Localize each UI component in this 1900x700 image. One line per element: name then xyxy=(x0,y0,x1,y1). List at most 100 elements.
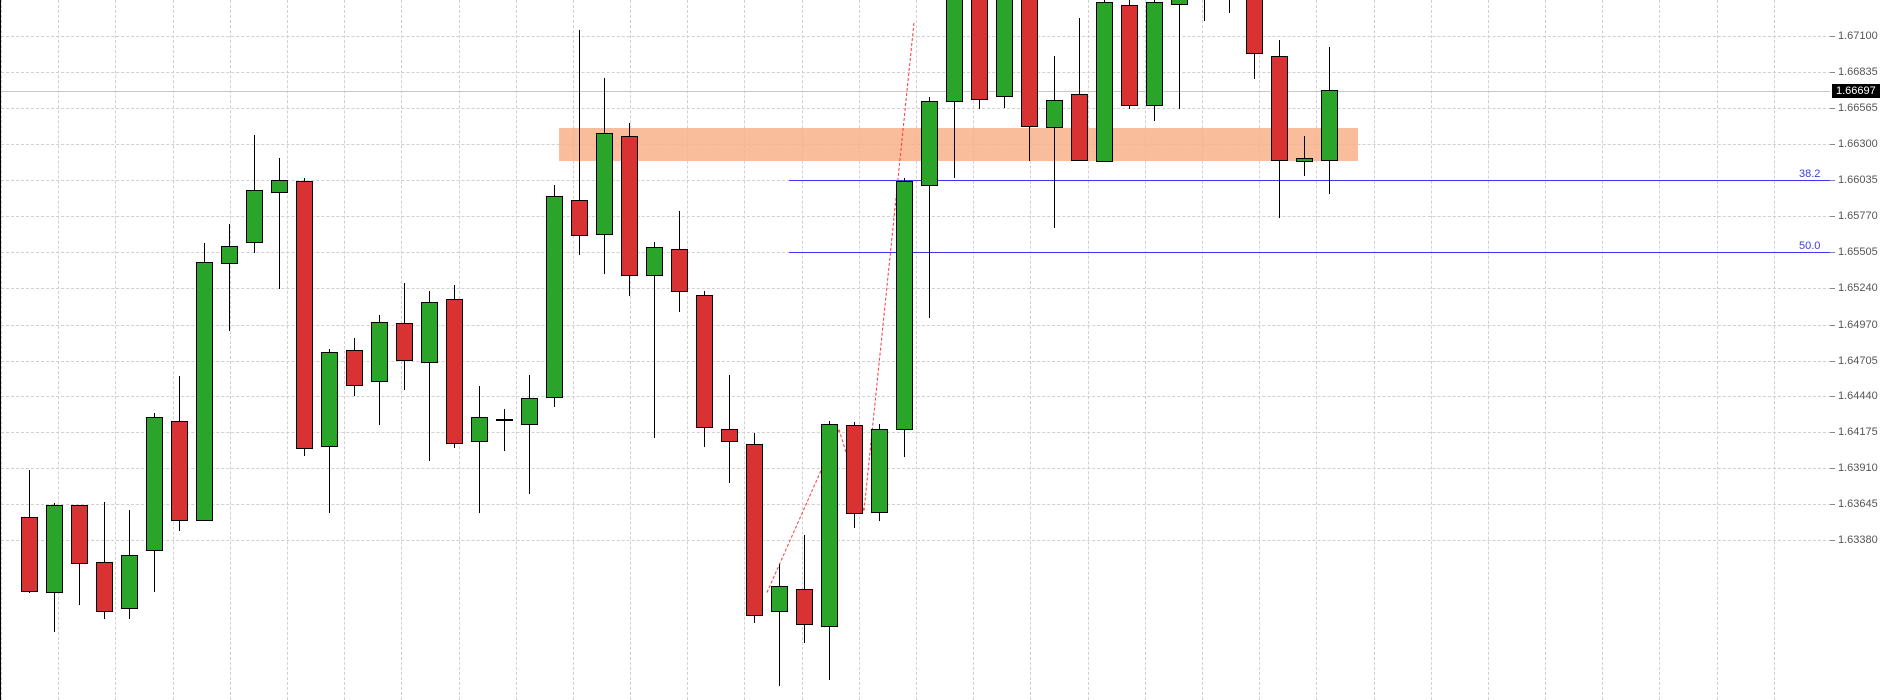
candle-body[interactable] xyxy=(1271,56,1288,160)
axis-tick xyxy=(1830,36,1835,37)
axis-label: 1.64970 xyxy=(1838,319,1878,331)
candle-body[interactable] xyxy=(421,302,438,363)
candle-body[interactable] xyxy=(1121,5,1138,107)
candle-body[interactable] xyxy=(246,190,263,243)
axis-tick xyxy=(1830,216,1835,217)
current-price-line xyxy=(1,91,1831,92)
candle-wick xyxy=(1304,136,1305,175)
grid-line-v xyxy=(859,0,860,700)
fib-line[interactable] xyxy=(789,180,1831,181)
candlestick-chart[interactable]: 38.250.0 1.671001.668351.665651.663001.6… xyxy=(0,0,1900,700)
candle-wick xyxy=(279,158,280,289)
grid-line-v xyxy=(58,0,59,700)
candle-body[interactable] xyxy=(996,0,1013,97)
axis-label: 1.64175 xyxy=(1838,426,1878,438)
candle-body[interactable] xyxy=(296,181,313,449)
grid-line-v xyxy=(230,0,231,700)
grid-line-v xyxy=(1545,0,1546,700)
candle-body[interactable] xyxy=(196,262,213,521)
candle-body[interactable] xyxy=(1171,0,1188,5)
fib-line[interactable] xyxy=(789,252,1831,253)
grid-line-v xyxy=(916,0,917,700)
grid-line-v xyxy=(1659,0,1660,700)
axis-tick xyxy=(1830,108,1835,109)
candle-body[interactable] xyxy=(1246,0,1263,54)
grid-line-v xyxy=(1374,0,1375,700)
candle-body[interactable] xyxy=(171,421,188,521)
candle-body[interactable] xyxy=(371,322,388,382)
candle-body[interactable] xyxy=(846,425,863,514)
axis-tick xyxy=(1830,325,1835,326)
grid-line-v xyxy=(1602,0,1603,700)
grid-line-v xyxy=(1316,0,1317,700)
grid-line-v xyxy=(287,0,288,700)
grid-line-v xyxy=(973,0,974,700)
candle-body[interactable] xyxy=(1021,0,1038,127)
grid-line-v xyxy=(1259,0,1260,700)
candle-body[interactable] xyxy=(96,562,113,612)
candle-body[interactable] xyxy=(571,200,588,237)
fib-label: 50.0 xyxy=(1799,240,1820,252)
axis-tick xyxy=(1830,540,1835,541)
axis-label: 1.67100 xyxy=(1838,30,1878,42)
candle-body[interactable] xyxy=(446,299,463,444)
grid-line-v xyxy=(630,0,631,700)
candle-body[interactable] xyxy=(1096,2,1113,162)
candle-body[interactable] xyxy=(971,0,988,100)
candle-body[interactable] xyxy=(471,417,488,443)
candle-body[interactable] xyxy=(596,133,613,235)
grid-line-v xyxy=(573,0,574,700)
candle-wick xyxy=(529,375,530,494)
candle-body[interactable] xyxy=(696,295,713,428)
resistance-zone[interactable] xyxy=(559,128,1358,161)
candle-body[interactable] xyxy=(746,444,763,616)
candle-body[interactable] xyxy=(546,196,563,398)
candle-body[interactable] xyxy=(946,0,963,102)
axis-tick xyxy=(1830,144,1835,145)
axis-label: 1.66300 xyxy=(1838,138,1878,150)
candle-body[interactable] xyxy=(396,323,413,361)
axis-label: 1.63380 xyxy=(1838,534,1878,546)
candle-body[interactable] xyxy=(21,517,38,592)
candle-body[interactable] xyxy=(346,350,363,385)
candle-body[interactable] xyxy=(1296,158,1313,162)
grid-line-v xyxy=(1431,0,1432,700)
candle-body[interactable] xyxy=(221,246,238,264)
candle-body[interactable] xyxy=(496,419,513,421)
candle-body[interactable] xyxy=(646,247,663,275)
grid-line-v xyxy=(516,0,517,700)
candle-body[interactable] xyxy=(271,180,288,194)
axis-tick xyxy=(1830,288,1835,289)
candle-body[interactable] xyxy=(46,505,63,593)
candle-body[interactable] xyxy=(321,352,338,447)
candle-body[interactable] xyxy=(521,398,538,425)
grid-line-v xyxy=(1,0,2,700)
candle-body[interactable] xyxy=(771,586,788,612)
candle-wick xyxy=(1054,56,1055,228)
candle-body[interactable] xyxy=(721,429,738,443)
plot-area[interactable]: 38.250.0 xyxy=(0,0,1832,700)
candle-body[interactable] xyxy=(871,429,888,513)
grid-line-v xyxy=(344,0,345,700)
candle-body[interactable] xyxy=(1071,94,1088,160)
candle-body[interactable] xyxy=(146,417,163,551)
candle-body[interactable] xyxy=(796,589,813,626)
candle-body[interactable] xyxy=(896,181,913,430)
candle-body[interactable] xyxy=(121,555,138,609)
candle-body[interactable] xyxy=(1146,2,1163,106)
candle-body[interactable] xyxy=(821,424,838,627)
candle-body[interactable] xyxy=(71,505,88,565)
candle-body[interactable] xyxy=(671,249,688,292)
grid-line-v xyxy=(1774,0,1775,700)
candle-body[interactable] xyxy=(621,136,638,276)
candle-body[interactable] xyxy=(1321,90,1338,160)
grid-line-v xyxy=(1202,0,1203,700)
candle-body[interactable] xyxy=(1046,100,1063,128)
axis-label: 1.66565 xyxy=(1838,102,1878,114)
grid-line-v xyxy=(1717,0,1718,700)
axis-label: 1.66035 xyxy=(1838,174,1878,186)
candle-body[interactable] xyxy=(921,101,938,186)
price-axis: 1.671001.668351.665651.663001.660351.657… xyxy=(1830,0,1900,700)
grid-line-v xyxy=(1488,0,1489,700)
axis-tick xyxy=(1830,361,1835,362)
